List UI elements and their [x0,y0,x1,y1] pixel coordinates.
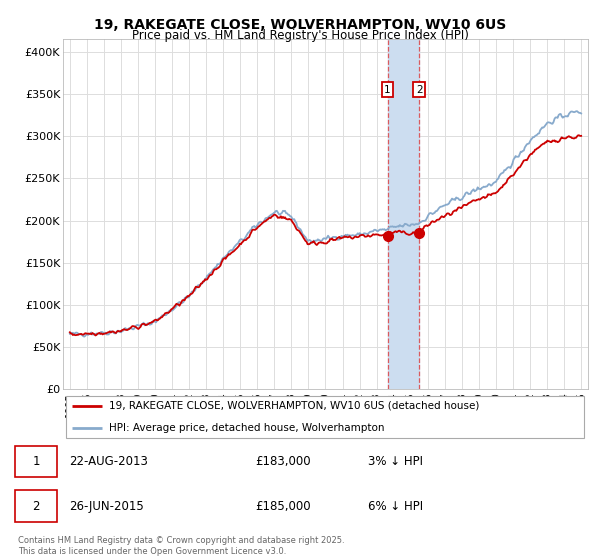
Text: 19, RAKEGATE CLOSE, WOLVERHAMPTON, WV10 6US: 19, RAKEGATE CLOSE, WOLVERHAMPTON, WV10 … [94,18,506,32]
Text: 1: 1 [384,85,391,95]
FancyBboxPatch shape [15,446,58,478]
FancyBboxPatch shape [65,395,584,438]
FancyBboxPatch shape [15,490,58,522]
Text: Price paid vs. HM Land Registry's House Price Index (HPI): Price paid vs. HM Land Registry's House … [131,29,469,42]
Text: 1: 1 [32,455,40,468]
Text: 2: 2 [416,85,422,95]
Text: 3% ↓ HPI: 3% ↓ HPI [368,455,422,468]
Text: 19, RAKEGATE CLOSE, WOLVERHAMPTON, WV10 6US (detached house): 19, RAKEGATE CLOSE, WOLVERHAMPTON, WV10 … [109,400,479,410]
Text: £185,000: £185,000 [255,500,311,512]
Bar [388,39,419,389]
Text: £183,000: £183,000 [255,455,311,468]
Text: 22-AUG-2013: 22-AUG-2013 [69,455,148,468]
Text: 26-JUN-2015: 26-JUN-2015 [69,500,143,512]
Text: 2: 2 [32,500,40,512]
Text: HPI: Average price, detached house, Wolverhampton: HPI: Average price, detached house, Wolv… [109,423,385,433]
Text: 6% ↓ HPI: 6% ↓ HPI [368,500,423,512]
Text: Contains HM Land Registry data © Crown copyright and database right 2025.
This d: Contains HM Land Registry data © Crown c… [18,536,344,556]
